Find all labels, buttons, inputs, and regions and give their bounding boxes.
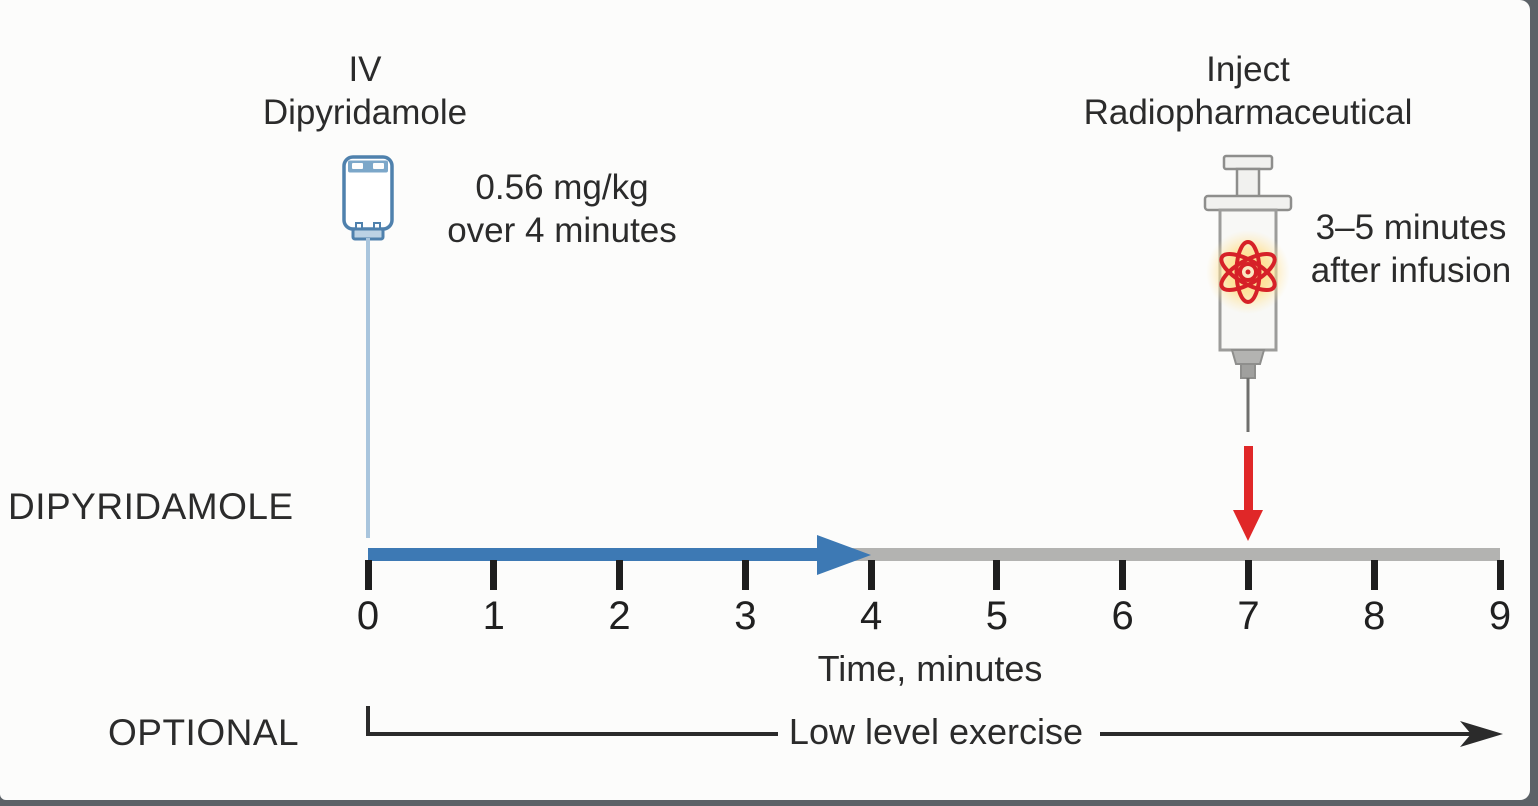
axis-tick-label: 4: [859, 594, 883, 638]
axis-tick-label: 8: [1363, 594, 1386, 638]
axis-tick-mark: [490, 560, 498, 590]
axis-tick-mark: [616, 560, 624, 590]
iv-bag-icon: [342, 155, 394, 241]
atom-icon: [1219, 240, 1277, 304]
axis-title: Time, minutes: [817, 648, 1043, 689]
syringe-icon: [1203, 154, 1293, 432]
injection-arrow-shaft: [1243, 446, 1253, 510]
axis-tick-label: 6: [1111, 594, 1134, 638]
after-infusion-annotation: 3–5 minutes after infusion: [1311, 206, 1511, 292]
axis-tick-mark: [741, 560, 749, 590]
axis-tick-mark: [364, 560, 372, 590]
dose-line2: over 4 minutes: [447, 211, 677, 250]
inject-radiopharmaceutical-label: Inject Radiopharmaceutical: [1084, 48, 1413, 134]
axis-tick-label: 1: [482, 594, 505, 638]
exercise-bracket-arrow: [366, 706, 1503, 747]
axis-tick-label: 7: [1237, 594, 1260, 638]
inject-label-line1: Inject: [1206, 50, 1290, 89]
axis-tick-mark: [1119, 560, 1127, 590]
dose-annotation: 0.56 mg/kg over 4 minutes: [447, 166, 677, 252]
infusion-arrow-head: [817, 535, 872, 575]
axis-tick-label: 0: [356, 594, 380, 638]
dipyridamole-row-label: DIPYRIDAMOLE: [8, 486, 294, 527]
optional-row-label: OPTIONAL: [108, 712, 300, 753]
exercise-label: Low level exercise: [788, 711, 1084, 752]
inject-label-line2: Radiopharmaceutical: [1083, 93, 1413, 132]
axis-tick-mark: [1370, 560, 1378, 590]
axis-tick-label: 5: [985, 594, 1008, 638]
exercise-arrow-head: [1460, 721, 1503, 747]
after-line2: after infusion: [1310, 251, 1512, 290]
injection-arrow: [1233, 446, 1264, 541]
axis-tick-mark: [867, 560, 875, 590]
axis-tick-label: 2: [608, 594, 631, 638]
dose-line1: 0.56 mg/kg: [475, 168, 649, 207]
iv-label-line1: IV: [348, 50, 382, 89]
axis-tick-mark: [993, 560, 1001, 590]
infusion-arrow-shaft: [368, 548, 824, 561]
axis-tick-label: 9: [1488, 594, 1512, 638]
iv-dipyridamole-label: IV Dipyridamole: [263, 48, 467, 134]
injection-arrow-head: [1233, 510, 1264, 541]
axis-tick-label: 3: [734, 594, 757, 638]
iv-label-line2: Dipyridamole: [262, 93, 468, 132]
iv-tube-line: [366, 238, 370, 538]
axis-tick-mark: [1496, 560, 1504, 590]
after-line1: 3–5 minutes: [1315, 208, 1507, 247]
axis-tick-mark: [1244, 560, 1252, 590]
